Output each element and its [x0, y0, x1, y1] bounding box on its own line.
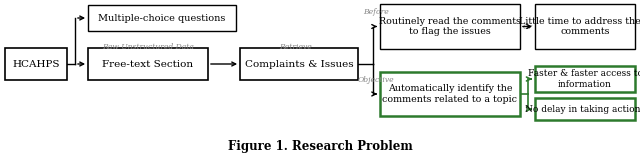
Text: Faster & faster access to
information: Faster & faster access to information: [527, 69, 640, 89]
Text: Routinely read the comments
to flag the issues: Routinely read the comments to flag the …: [379, 17, 521, 36]
Text: Complaints & Issues: Complaints & Issues: [244, 60, 353, 68]
FancyBboxPatch shape: [240, 48, 358, 80]
FancyBboxPatch shape: [380, 4, 520, 49]
Text: Figure 1. Research Problem: Figure 1. Research Problem: [228, 140, 412, 153]
Text: Before: Before: [363, 8, 389, 16]
Text: No delay in taking actions: No delay in taking actions: [525, 104, 640, 114]
FancyBboxPatch shape: [88, 5, 236, 31]
Text: Raw Unstructured Data: Raw Unstructured Data: [102, 43, 194, 51]
Text: HCAHPS: HCAHPS: [12, 60, 60, 68]
Text: Multiple-choice questions: Multiple-choice questions: [99, 14, 226, 23]
Text: Little time to address these
comments: Little time to address these comments: [519, 17, 640, 36]
Text: Retrieve: Retrieve: [278, 43, 312, 51]
Text: Objective: Objective: [358, 76, 394, 84]
FancyBboxPatch shape: [5, 48, 67, 80]
FancyBboxPatch shape: [535, 4, 635, 49]
Text: Automatically identify the
comments related to a topic: Automatically identify the comments rela…: [383, 84, 518, 104]
FancyBboxPatch shape: [535, 98, 635, 120]
FancyBboxPatch shape: [88, 48, 208, 80]
Text: Free-text Section: Free-text Section: [102, 60, 193, 68]
FancyBboxPatch shape: [535, 66, 635, 92]
Text: Or: Or: [523, 23, 533, 31]
FancyBboxPatch shape: [380, 72, 520, 116]
